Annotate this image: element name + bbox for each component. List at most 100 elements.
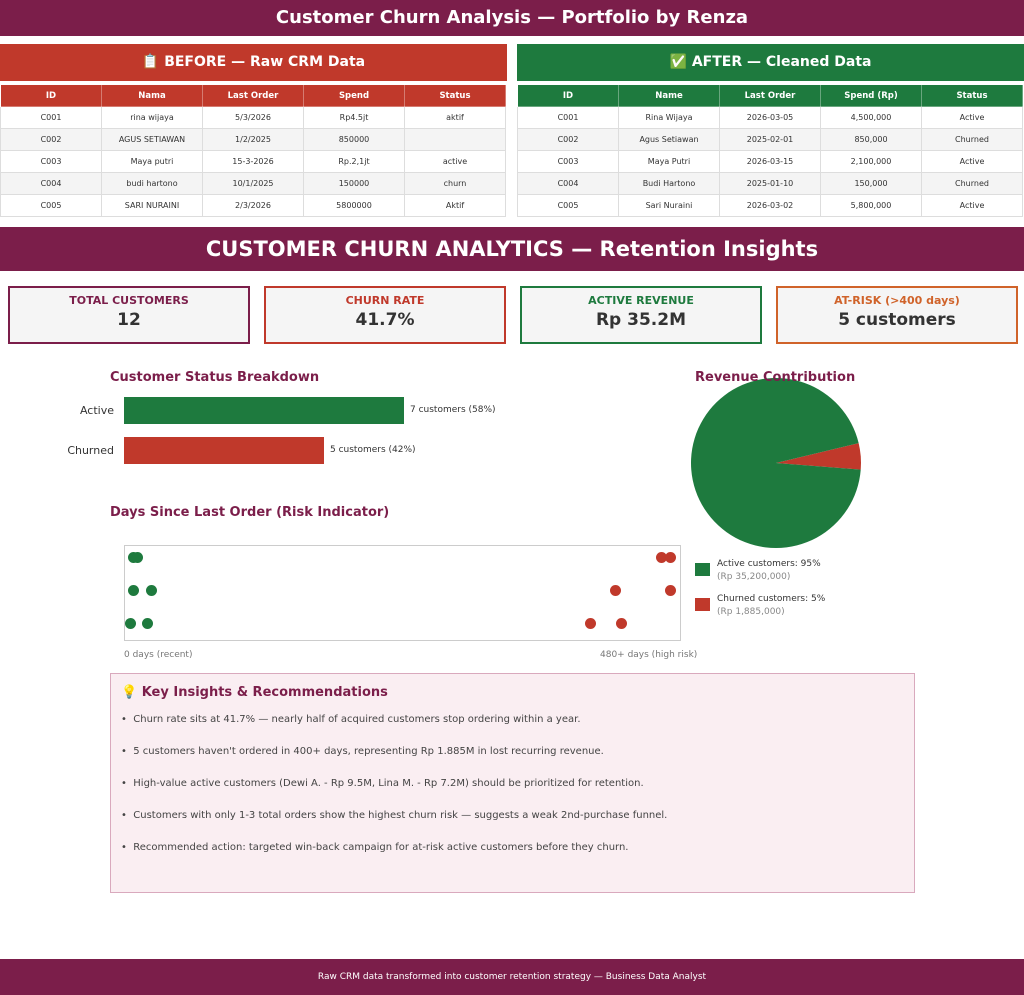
- column-header: Nama: [101, 84, 203, 107]
- footer-text: Raw CRM data transformed into customer r…: [0, 959, 1024, 995]
- table-cell: 2026-03-05: [719, 106, 821, 129]
- bar-churned: [124, 437, 324, 464]
- before-header-row: ID Nama Last Order Spend Status: [0, 84, 506, 107]
- table-cell: C003: [517, 150, 619, 173]
- status-chart-title: Customer Status Breakdown: [110, 370, 320, 385]
- insights-box: 💡 Key Insights & Recommendations • Churn…: [110, 673, 915, 893]
- table-cell: 150,000: [820, 172, 922, 195]
- table-cell: churn: [404, 172, 506, 195]
- table-cell: AGUS SETIAWAN: [101, 128, 203, 151]
- table-cell: C004: [517, 172, 619, 195]
- table-cell: C005: [517, 194, 619, 217]
- pie-slice: [776, 443, 861, 470]
- table-cell: Agus Setiawan: [618, 128, 720, 151]
- insight-item: • Recommended action: targeted win-back …: [121, 842, 629, 853]
- scatter-point: [146, 585, 157, 596]
- insights-title: 💡 Key Insights & Recommendations: [121, 685, 388, 700]
- table-cell: Aktif: [404, 194, 506, 217]
- table-cell: SARI NURAINI: [101, 194, 203, 217]
- table-cell: Rp.2,1jt: [303, 150, 405, 173]
- table-cell: 5800000: [303, 194, 405, 217]
- table-cell: 2/3/2026: [202, 194, 304, 217]
- insight-text: Customers with only 1-3 total orders sho…: [133, 810, 668, 821]
- table-cell: 2026-03-02: [719, 194, 821, 217]
- kpi-label: AT-RISK (>400 days): [834, 294, 960, 307]
- table-cell: 1/2/2025: [202, 128, 304, 151]
- bar-data-label: 7 customers (58%): [410, 405, 496, 415]
- legend-amount: (Rp 1,885,000): [717, 607, 785, 617]
- table-cell: C004: [0, 172, 102, 195]
- table-cell: 2025-01-10: [719, 172, 821, 195]
- column-header: Last Order: [202, 84, 304, 107]
- bar-category-label: Churned: [67, 444, 114, 457]
- legend-swatch-active: [695, 563, 710, 576]
- table-cell: active: [404, 150, 506, 173]
- after-table: ID Name Last Order Spend (Rp) Status C00…: [517, 84, 1023, 217]
- table-row: C002 AGUS SETIAWAN 1/2/2025 850000: [0, 128, 506, 151]
- table-row: C001 rina wijaya 5/3/2026 Rp4.5jt aktif: [0, 106, 506, 129]
- days-scatter-plot: [124, 545, 681, 641]
- table-cell: budi hartono: [101, 172, 203, 195]
- before-panel-title: 📋 BEFORE — Raw CRM Data: [0, 44, 507, 81]
- table-cell: 4,500,000: [820, 106, 922, 129]
- table-cell: Maya Putri: [618, 150, 720, 173]
- table-cell: 2,100,000: [820, 150, 922, 173]
- table-cell: Rina Wijaya: [618, 106, 720, 129]
- after-panel-title: ✅ AFTER — Cleaned Data: [517, 44, 1024, 81]
- table-cell: C005: [0, 194, 102, 217]
- table-cell: rina wijaya: [101, 106, 203, 129]
- column-header: Status: [404, 84, 506, 107]
- pie-slice: [691, 377, 861, 548]
- column-header: ID: [517, 84, 619, 107]
- kpi-active-revenue: ACTIVE REVENUE Rp 35.2M: [520, 286, 762, 344]
- scatter-point: [128, 585, 139, 596]
- column-header: Spend: [303, 84, 405, 107]
- column-header: Name: [618, 84, 720, 107]
- table-cell: C001: [517, 106, 619, 129]
- kpi-label: ACTIVE REVENUE: [588, 294, 694, 307]
- legend-swatch-churned: [695, 598, 710, 611]
- page-title: Customer Churn Analysis — Portfolio by R…: [0, 0, 1024, 36]
- insight-item: • Churn rate sits at 41.7% — nearly half…: [121, 714, 581, 725]
- table-cell: Churned: [921, 128, 1023, 151]
- table-cell: 2025-02-01: [719, 128, 821, 151]
- x-axis-min-label: 0 days (recent): [124, 650, 193, 660]
- table-row: C005 SARI NURAINI 2/3/2026 5800000 Aktif: [0, 194, 506, 217]
- kpi-total-customers: TOTAL CUSTOMERS 12: [8, 286, 250, 344]
- column-header: ID: [0, 84, 102, 107]
- revenue-pie-chart: [691, 377, 861, 548]
- kpi-label: CHURN RATE: [345, 294, 425, 307]
- column-header: Last Order: [719, 84, 821, 107]
- insight-text: 5 customers haven't ordered in 400+ days…: [133, 746, 604, 757]
- table-cell: Budi Hartono: [618, 172, 720, 195]
- table-cell: 5/3/2026: [202, 106, 304, 129]
- table-row: C004 Budi Hartono 2025-01-10 150,000 Chu…: [517, 172, 1023, 195]
- table-row: C001 Rina Wijaya 2026-03-05 4,500,000 Ac…: [517, 106, 1023, 129]
- revenue-chart-title: Revenue Contribution: [695, 370, 856, 385]
- days-chart-title: Days Since Last Order (Risk Indicator): [110, 505, 390, 520]
- insight-item: • High-value active customers (Dewi A. -…: [121, 778, 644, 789]
- scatter-point: [585, 618, 596, 629]
- table-cell: Sari Nuraini: [618, 194, 720, 217]
- table-cell: 850000: [303, 128, 405, 151]
- table-cell: [404, 128, 506, 151]
- bar-active: [124, 397, 404, 424]
- before-table: ID Nama Last Order Spend Status C001 rin…: [0, 84, 506, 217]
- insight-text: Churn rate sits at 41.7% — nearly half o…: [133, 714, 581, 725]
- kpi-at-risk: AT-RISK (>400 days) 5 customers: [776, 286, 1018, 344]
- kpi-value: 12: [117, 310, 141, 330]
- table-cell: Active: [921, 194, 1023, 217]
- table-cell: C003: [0, 150, 102, 173]
- insight-item: • Customers with only 1-3 total orders s…: [121, 810, 668, 821]
- scatter-point: [665, 585, 676, 596]
- scatter-point: [616, 618, 627, 629]
- table-cell: 5,800,000: [820, 194, 922, 217]
- table-cell: Maya putri: [101, 150, 203, 173]
- kpi-churn-rate: CHURN RATE 41.7%: [264, 286, 506, 344]
- bar-data-label: 5 customers (42%): [330, 445, 416, 455]
- scatter-point: [656, 552, 667, 563]
- table-cell: Active: [921, 106, 1023, 129]
- table-cell: 15-3-2026: [202, 150, 304, 173]
- kpi-value: Rp 35.2M: [595, 310, 687, 330]
- insight-text: High-value active customers (Dewi A. - R…: [133, 778, 644, 789]
